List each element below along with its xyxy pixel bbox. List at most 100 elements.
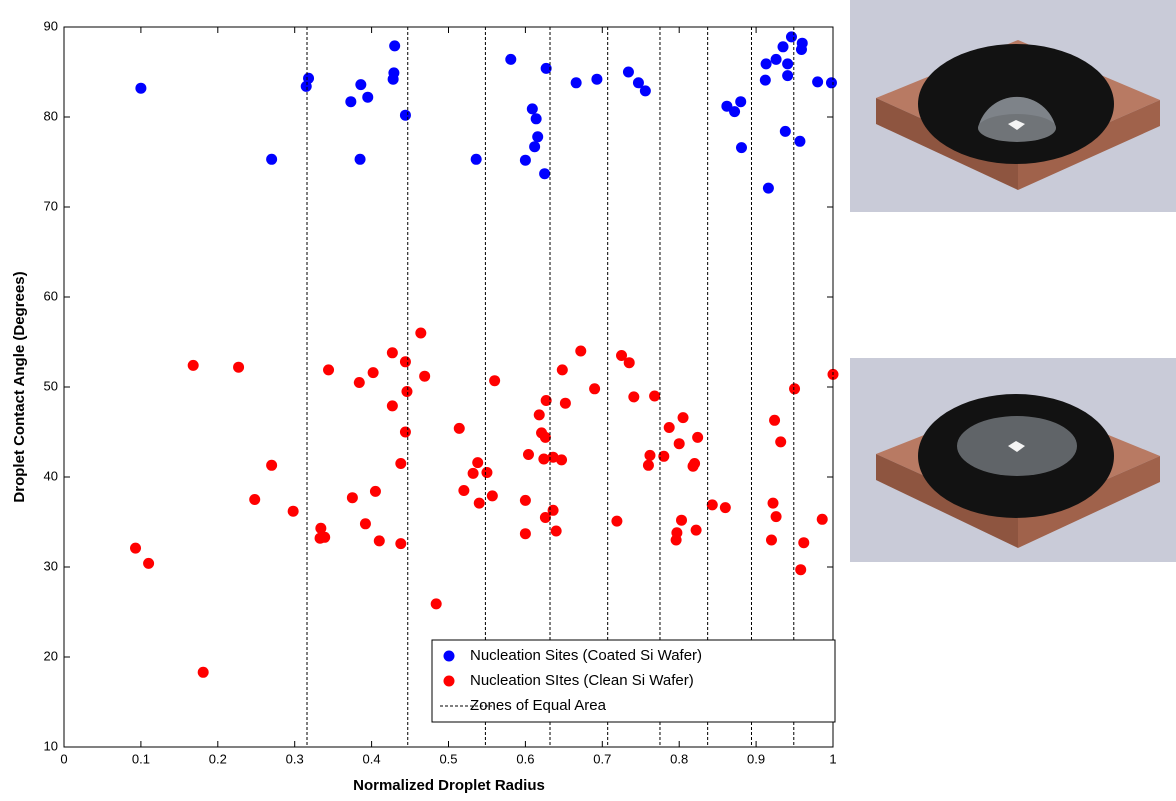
- data-point: [658, 450, 670, 462]
- data-point: [388, 67, 400, 79]
- data-point: [789, 383, 801, 395]
- data-point: [359, 518, 371, 530]
- data-point: [472, 457, 484, 469]
- data-point: [622, 66, 634, 78]
- data-point: [692, 431, 704, 443]
- data-point: [632, 77, 644, 89]
- data-point: [538, 453, 550, 465]
- data-point: [628, 391, 640, 403]
- data-point: [550, 525, 562, 537]
- x-tick-label: 0.5: [439, 751, 457, 766]
- data-point: [346, 492, 358, 504]
- y-tick-label: 60: [44, 288, 58, 303]
- data-point: [689, 458, 701, 469]
- data-point: [135, 82, 147, 94]
- data-point: [556, 364, 568, 376]
- data-point: [399, 426, 411, 438]
- data-point: [419, 370, 431, 382]
- data-point: [782, 58, 794, 70]
- data-point: [395, 458, 407, 469]
- data-point: [481, 467, 493, 478]
- data-point: [319, 531, 331, 543]
- data-point: [676, 514, 688, 526]
- data-point: [362, 91, 374, 103]
- data-point: [373, 535, 385, 547]
- data-point: [266, 153, 278, 165]
- data-point: [559, 397, 571, 409]
- data-point: [765, 534, 777, 546]
- data-point: [649, 390, 661, 402]
- data-point: [470, 153, 482, 165]
- data-point: [795, 564, 807, 576]
- data-point: [399, 356, 411, 368]
- illustration-top: [850, 0, 1176, 212]
- data-point: [760, 58, 772, 70]
- data-point: [767, 497, 779, 509]
- data-point: [353, 377, 365, 388]
- data-point: [729, 106, 741, 118]
- data-point: [782, 70, 794, 82]
- y-tick-label: 40: [44, 468, 58, 483]
- x-axis-label: Normalized Droplet Radius: [353, 777, 545, 794]
- data-point: [130, 542, 142, 554]
- data-point: [303, 72, 315, 84]
- data-point: [770, 511, 782, 523]
- data-point: [386, 400, 398, 412]
- x-tick-label: 0.8: [670, 751, 688, 766]
- data-point: [677, 412, 689, 424]
- data-point: [570, 77, 582, 89]
- data-point: [354, 153, 366, 165]
- y-tick-label: 10: [44, 738, 58, 753]
- data-point: [547, 504, 559, 516]
- data-point: [187, 359, 199, 371]
- data-point: [539, 431, 551, 443]
- y-tick-label: 20: [44, 648, 58, 663]
- legend-marker: [443, 650, 455, 662]
- data-point: [458, 485, 470, 496]
- data-point: [719, 502, 731, 514]
- data-point: [473, 497, 485, 509]
- data-point: [345, 96, 357, 108]
- data-point: [759, 74, 771, 86]
- data-point: [673, 438, 685, 450]
- data-point: [505, 53, 517, 65]
- x-tick-label: 0.3: [286, 751, 304, 766]
- data-point: [415, 327, 427, 339]
- data-point: [706, 499, 718, 511]
- data-point: [533, 409, 545, 421]
- data-point: [690, 524, 702, 536]
- data-point: [401, 386, 413, 397]
- data-point: [315, 522, 327, 534]
- data-point: [770, 53, 782, 65]
- data-point: [623, 357, 635, 369]
- data-point: [369, 485, 381, 497]
- data-point: [486, 490, 498, 502]
- data-point: [721, 100, 733, 112]
- data-point: [386, 347, 398, 359]
- data-point: [519, 528, 531, 540]
- x-tick-label: 0.2: [209, 751, 227, 766]
- plot-frame: [63, 26, 834, 748]
- data-point: [266, 459, 278, 471]
- x-tick-label: 0: [60, 751, 67, 766]
- data-point: [529, 141, 541, 153]
- data-point: [796, 37, 808, 49]
- data-point: [735, 142, 747, 154]
- data-point: [540, 62, 552, 74]
- data-point: [762, 182, 774, 194]
- data-point: [812, 76, 824, 88]
- data-point: [530, 113, 542, 125]
- data-point: [775, 436, 787, 448]
- data-point: [355, 79, 367, 91]
- data-point: [575, 345, 587, 357]
- illustration-bottom: [850, 358, 1176, 562]
- data-point: [395, 538, 407, 550]
- data-point: [526, 103, 538, 115]
- x-tick-label: 1: [829, 751, 836, 766]
- data-point: [430, 598, 442, 610]
- data-point: [367, 367, 379, 379]
- data-point: [249, 494, 261, 505]
- data-point: [287, 505, 299, 517]
- legend-label: Nucleation Sites (Coated Si Wafer): [470, 647, 702, 664]
